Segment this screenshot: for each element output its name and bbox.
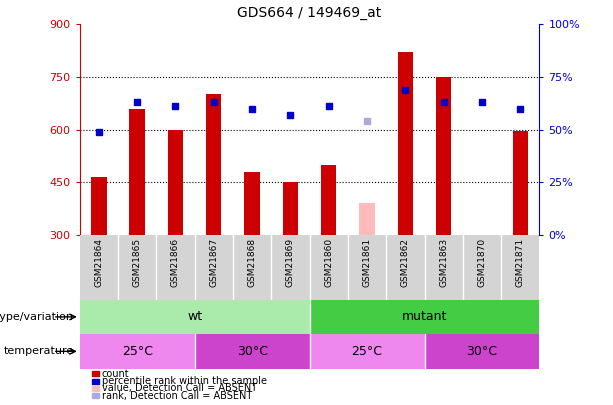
Bar bbox=[310, 300, 539, 334]
Text: rank, Detection Call = ABSENT: rank, Detection Call = ABSENT bbox=[102, 391, 252, 401]
Bar bbox=[501, 235, 539, 300]
Bar bbox=[168, 130, 183, 235]
Bar bbox=[129, 109, 145, 235]
Bar bbox=[321, 165, 337, 235]
Text: GSM21861: GSM21861 bbox=[362, 238, 371, 287]
Text: 25°C: 25°C bbox=[351, 345, 383, 358]
Bar bbox=[233, 235, 271, 300]
Text: GSM21865: GSM21865 bbox=[132, 238, 142, 287]
Bar bbox=[386, 235, 424, 300]
Text: percentile rank within the sample: percentile rank within the sample bbox=[102, 376, 267, 386]
Bar bbox=[80, 334, 195, 369]
Text: GSM21867: GSM21867 bbox=[209, 238, 218, 287]
Bar bbox=[310, 334, 424, 369]
Bar bbox=[80, 235, 118, 300]
Bar bbox=[359, 203, 375, 235]
Text: GSM21869: GSM21869 bbox=[286, 238, 295, 287]
Bar bbox=[283, 182, 298, 235]
Bar bbox=[463, 235, 501, 300]
Bar bbox=[118, 235, 156, 300]
Bar bbox=[398, 52, 413, 235]
Bar bbox=[424, 235, 463, 300]
Text: GSM21860: GSM21860 bbox=[324, 238, 333, 287]
Bar bbox=[195, 235, 233, 300]
Bar bbox=[195, 334, 310, 369]
Bar bbox=[80, 300, 310, 334]
Text: 30°C: 30°C bbox=[466, 345, 498, 358]
Text: GSM21871: GSM21871 bbox=[516, 238, 525, 287]
Title: GDS664 / 149469_at: GDS664 / 149469_at bbox=[237, 6, 382, 21]
Bar bbox=[271, 235, 310, 300]
Bar bbox=[512, 131, 528, 235]
Text: GSM21862: GSM21862 bbox=[401, 238, 410, 287]
Text: count: count bbox=[102, 369, 129, 379]
Text: mutant: mutant bbox=[402, 310, 447, 324]
Bar bbox=[156, 235, 195, 300]
Text: GSM21868: GSM21868 bbox=[248, 238, 257, 287]
Bar bbox=[424, 334, 539, 369]
Text: GSM21866: GSM21866 bbox=[171, 238, 180, 287]
Text: GSM21864: GSM21864 bbox=[94, 238, 104, 287]
Text: GSM21870: GSM21870 bbox=[478, 238, 487, 287]
Text: temperature: temperature bbox=[3, 346, 74, 356]
Text: value, Detection Call = ABSENT: value, Detection Call = ABSENT bbox=[102, 384, 257, 393]
Text: GSM21863: GSM21863 bbox=[439, 238, 448, 287]
Bar bbox=[245, 172, 260, 235]
Bar bbox=[348, 235, 386, 300]
Text: 25°C: 25°C bbox=[121, 345, 153, 358]
Text: 30°C: 30°C bbox=[237, 345, 268, 358]
Bar bbox=[206, 94, 221, 235]
Text: wt: wt bbox=[187, 310, 202, 324]
Bar bbox=[436, 77, 451, 235]
Bar bbox=[310, 235, 348, 300]
Text: genotype/variation: genotype/variation bbox=[0, 312, 74, 322]
Bar bbox=[91, 177, 107, 235]
